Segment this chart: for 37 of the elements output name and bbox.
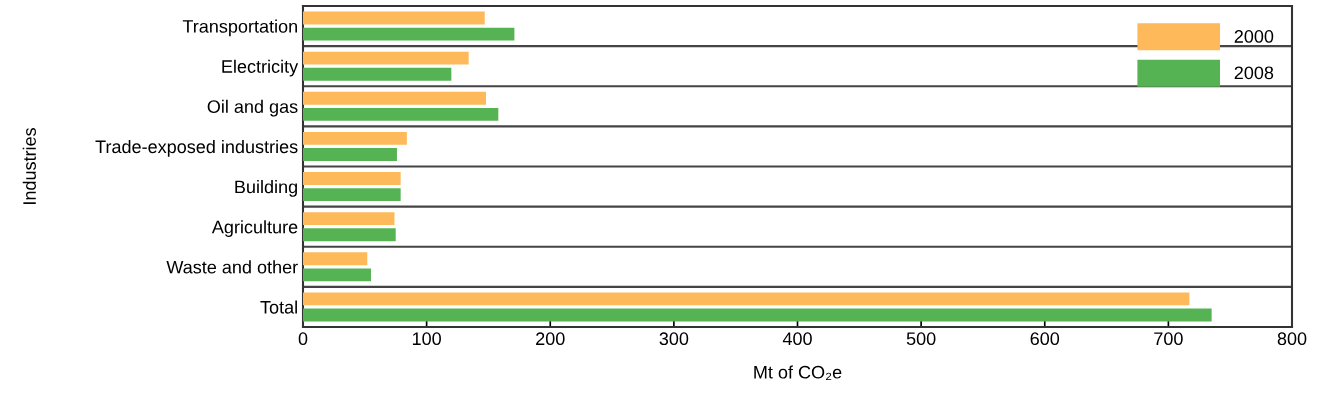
bar [303,308,1212,322]
bar [303,27,515,41]
y-tick-label: Agriculture [211,220,298,237]
bar [303,292,1190,306]
bar [303,11,485,25]
bar [303,107,499,121]
bar [303,51,469,65]
x-tick-label: 400 [782,332,812,346]
bar [303,131,407,145]
bar [303,67,452,81]
legend-label: 2008 [1234,66,1274,80]
bar [303,252,368,266]
bar [303,188,401,202]
y-tick-label: Electricity [222,59,299,77]
x-tick-label: 0 [298,332,308,346]
y-tick-label: Total [260,300,297,314]
x-tick-label: 600 [1030,332,1060,346]
bar [303,212,395,226]
bar [303,268,371,282]
x-tick-label: 300 [659,332,689,346]
y-tick-label: Transportation [182,19,297,37]
bar [303,148,397,161]
bar [303,228,396,242]
y-tick-label: Trade-exposed industries [95,139,298,157]
y-tick-label: Building [235,180,297,197]
x-tick-label: 800 [1277,332,1307,346]
y-tick-label: Waste and other [166,260,298,274]
x-axis-title: Mt of CO₂e [754,365,842,380]
x-tick-label: 700 [1154,332,1183,346]
y-tick-label: Oil and gas [207,99,298,117]
bar [303,91,486,105]
x-tick-label: 200 [536,332,565,346]
x-tick-label: 500 [906,332,936,346]
y-axis-title: Industries [22,128,36,204]
bar [303,172,401,185]
legend-label: 2000 [1234,30,1274,43]
x-tick-label: 100 [412,332,441,346]
